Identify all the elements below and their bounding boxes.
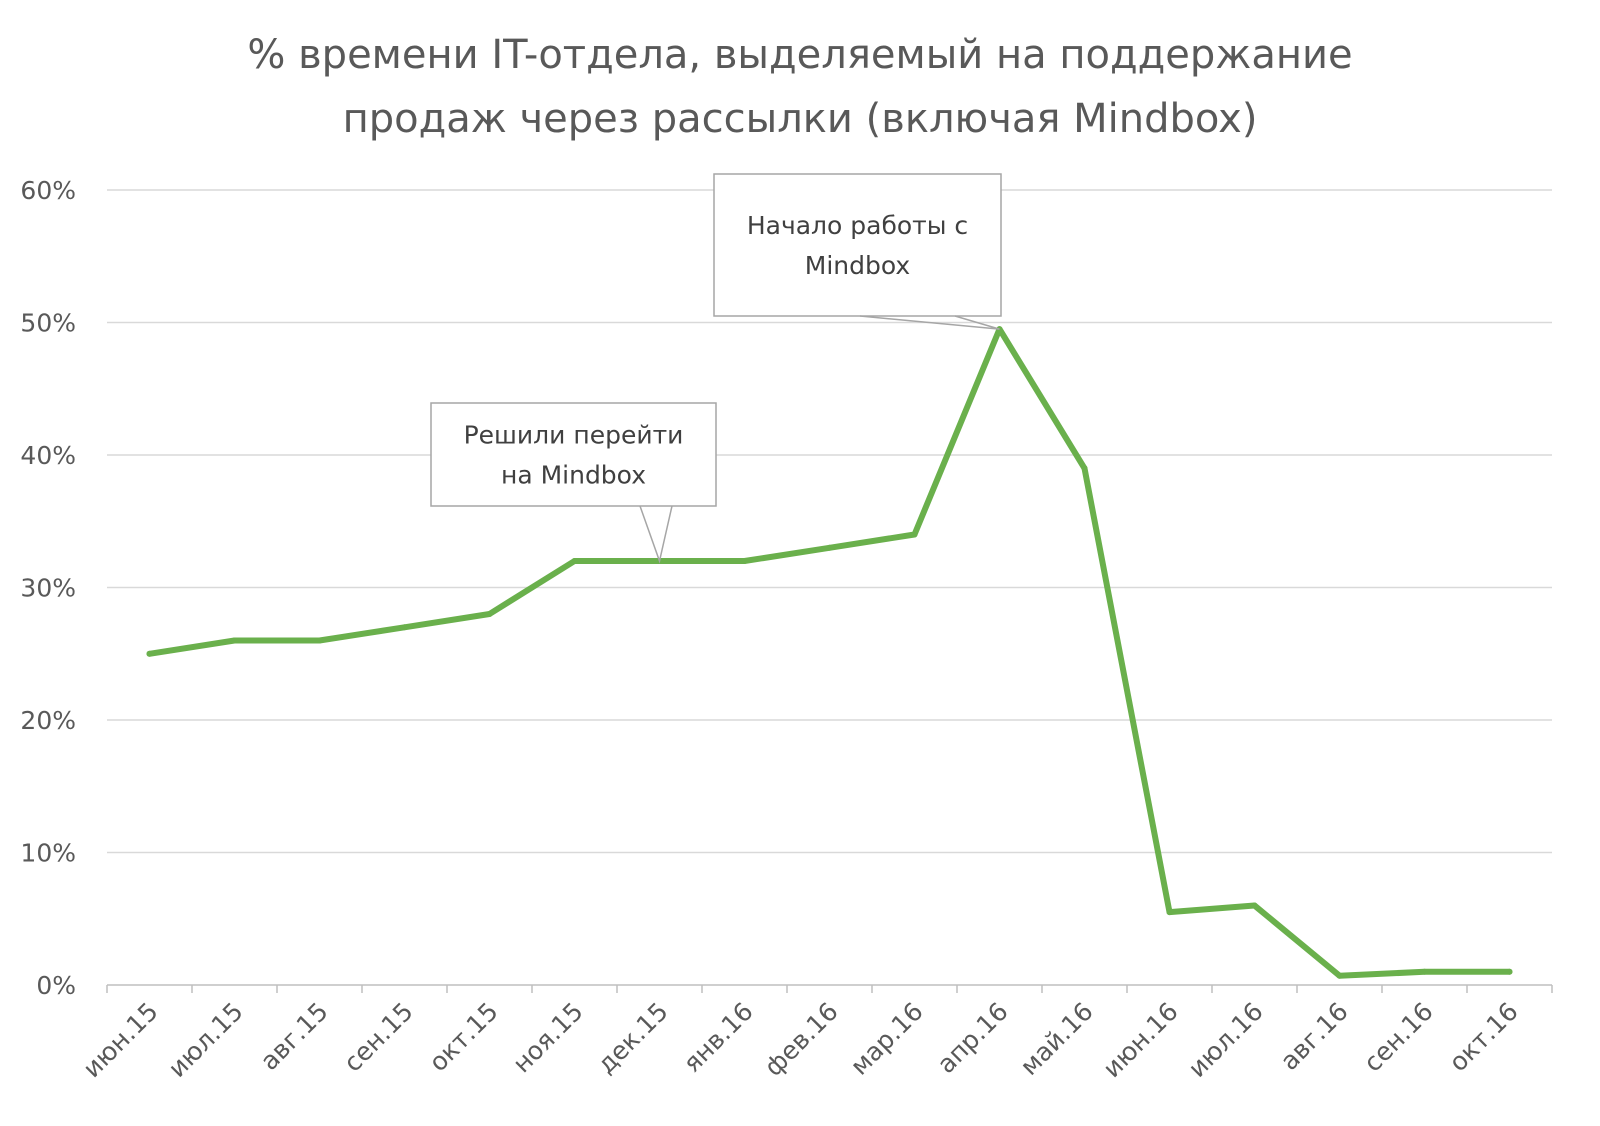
annotation-text: на Mindbox xyxy=(501,461,646,490)
y-tick-label: 0% xyxy=(36,971,76,1000)
x-tick-label: май.16 xyxy=(1014,997,1098,1081)
y-tick-label: 20% xyxy=(20,706,76,735)
data-point xyxy=(741,558,748,564)
x-tick-label: янв.16 xyxy=(678,997,759,1078)
annotation-text: Решили перейти xyxy=(464,421,684,450)
annotation-box xyxy=(430,402,717,507)
annotation-leader xyxy=(639,505,673,564)
x-tick-label: окт.15 xyxy=(423,997,503,1077)
annotation-text: Mindbox xyxy=(805,251,910,280)
x-tick-label: июл.15 xyxy=(162,997,248,1083)
y-tick-label: 30% xyxy=(20,574,76,603)
data-point xyxy=(1251,902,1258,909)
x-tick-label: дек.15 xyxy=(591,997,673,1079)
data-point xyxy=(911,531,918,538)
x-tick-label: авг.15 xyxy=(255,997,334,1076)
x-tick-label: сен.15 xyxy=(338,997,419,1078)
annotation-text: Начало работы с xyxy=(747,211,968,240)
y-tick-label: 50% xyxy=(20,309,76,338)
data-point xyxy=(1421,968,1428,975)
data-point xyxy=(401,624,408,631)
x-tick-label: июл.16 xyxy=(1182,997,1268,1083)
data-point xyxy=(1506,968,1513,975)
data-point xyxy=(146,650,153,657)
data-point xyxy=(1081,465,1088,472)
data-point xyxy=(571,558,578,564)
annotation-leader xyxy=(859,315,1000,330)
data-point xyxy=(826,544,833,551)
x-tick-label: апр.16 xyxy=(932,997,1014,1079)
data-point xyxy=(1166,909,1173,916)
x-tick-label: мар.16 xyxy=(845,997,929,1081)
data-point xyxy=(486,611,493,617)
annotation-callout: Начало работы с Mindbox xyxy=(713,173,1002,330)
y-axis-tick-labels: 0% 10% 20% 30% 40% 50% 60% xyxy=(20,176,76,1000)
annotations: Решили перейти на Mindbox Начало работы с M… xyxy=(430,173,1002,564)
chart-title: % времени IT-отдела, выделяемый на подде… xyxy=(247,32,1352,142)
x-tick-label: июн.15 xyxy=(77,997,164,1084)
x-tick-label: июн.16 xyxy=(1097,997,1184,1084)
chart-title-line-2: продаж через рассылки (включая Mindbox) xyxy=(343,96,1258,142)
x-tick-label: ноя.15 xyxy=(507,997,589,1079)
series-group xyxy=(146,326,1513,979)
annotation-box xyxy=(713,173,1002,317)
x-tick-label: окт.16 xyxy=(1443,997,1523,1077)
x-tick-label: авг.16 xyxy=(1275,997,1354,1076)
x-tick-label: сен.16 xyxy=(1358,997,1439,1078)
data-point xyxy=(316,637,323,644)
annotation-callout: Решили перейти на Mindbox xyxy=(430,402,717,564)
x-tick-label: фев.16 xyxy=(759,997,844,1082)
y-tick-label: 10% xyxy=(20,839,76,868)
y-tick-label: 60% xyxy=(20,176,76,205)
x-axis xyxy=(106,984,1553,993)
chart-title-line-1: % времени IT-отдела, выделяемый на подде… xyxy=(247,32,1352,78)
data-point xyxy=(231,637,238,644)
series-line xyxy=(146,326,1513,979)
data-point xyxy=(1336,972,1343,979)
y-tick-label: 40% xyxy=(20,441,76,470)
